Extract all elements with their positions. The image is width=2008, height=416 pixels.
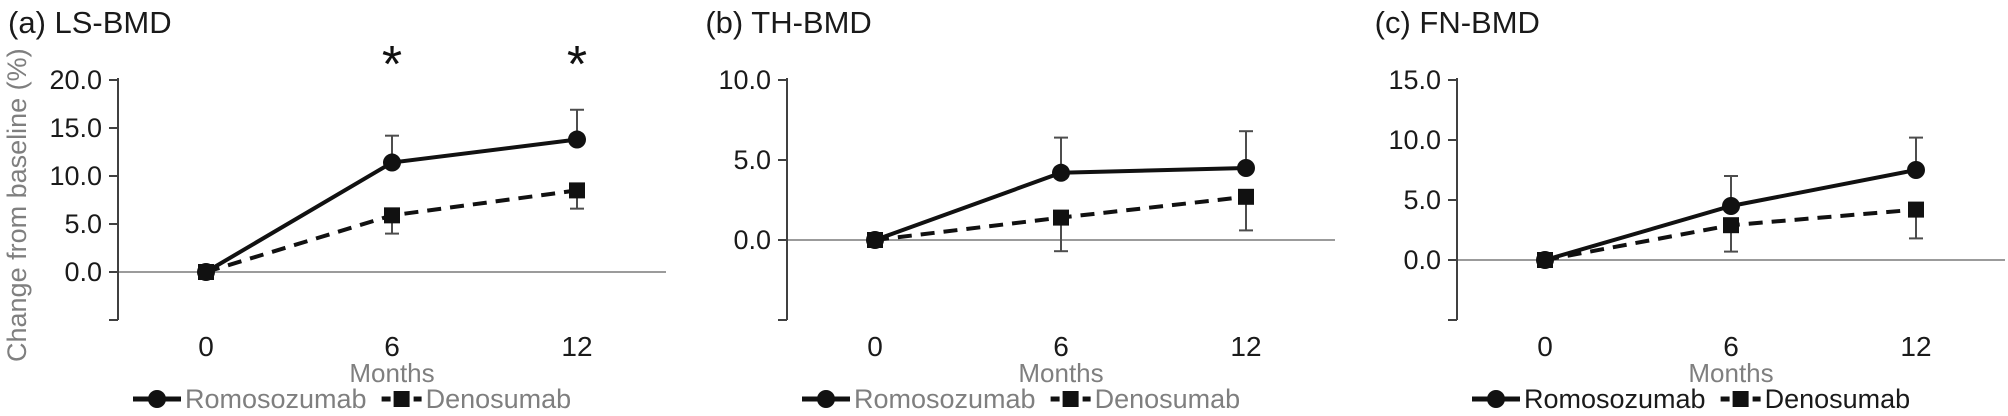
legend-label: Romosozumab [185, 384, 367, 414]
y-tick-label: 5.0 [734, 145, 772, 175]
x-tick-label: 12 [561, 331, 592, 362]
y-tick-label: 5.0 [1403, 185, 1441, 215]
legend-marker-circle [817, 390, 836, 408]
legend-marker-circle [148, 390, 166, 408]
y-tick-label: 10.0 [719, 65, 772, 95]
legend-marker-circle [1486, 390, 1505, 408]
y-tick-label: 15.0 [49, 113, 102, 143]
x-tick-label: 0 [198, 331, 214, 362]
legend-label: Romosozumab [854, 384, 1036, 414]
y-tick-label: 0.0 [734, 225, 772, 255]
x-axis-title: Months [1688, 358, 1773, 388]
marker-circle-romosozumab [1237, 159, 1256, 177]
x-tick-label: 6 [1054, 331, 1070, 362]
legend-label: Denosumab [426, 384, 572, 414]
x-tick-label: 12 [1900, 331, 1931, 362]
x-tick-label: 6 [1723, 331, 1739, 362]
marker-square-denosumab [867, 232, 884, 248]
legend-item-denosumab: Denosumab [381, 384, 572, 414]
y-tick-label: 20.0 [49, 65, 102, 95]
panel-th-bmd: (b) TH-BMD 0.0 5.0 10.0 0 6 12 Months Romosozum… [669, 0, 1338, 416]
x-tick-label: 0 [868, 331, 884, 362]
legend: Romosozumab Denosumab [802, 384, 1241, 414]
marker-square-denosumab [384, 207, 400, 224]
panel-title-c: (c) FN-BMD [1374, 5, 1540, 40]
y-tick-label: 15.0 [1388, 65, 1441, 95]
marker-circle-romosozumab [1906, 161, 1925, 179]
panel-fn-bmd: (c) FN-BMD 0.0 5.0 10.0 15.0 0 6 12 Months Romos… [1339, 0, 2008, 416]
legend-label: Denosumab [1764, 384, 1910, 414]
y-tick-label: 5.0 [64, 209, 102, 239]
significance-asterisk: * [382, 36, 402, 94]
legend-label: Denosumab [1095, 384, 1241, 414]
x-tick-label: 0 [1537, 331, 1553, 362]
legend-marker-square [1062, 391, 1079, 407]
legend-item-romosozumab: Romosozumab [1471, 384, 1706, 414]
panel-title-b: (b) TH-BMD [705, 5, 872, 40]
marker-square-denosumab [1053, 209, 1070, 226]
panel-title-a: (a) LS-BMD [8, 5, 172, 40]
marker-square-denosumab [1238, 188, 1255, 205]
chart-ls-bmd: 0.0 5.0 10.0 15.0 20.0 0 6 12 Months * * Romosozuma… [49, 36, 666, 414]
legend-marker-square [393, 391, 410, 407]
legend-item-denosumab: Denosumab [1050, 384, 1241, 414]
x-tick-label: 12 [1231, 331, 1262, 362]
legend-item-denosumab: Denosumab [1720, 384, 1910, 414]
legend-label: Romosozumab [1524, 384, 1706, 414]
marker-square-denosumab [569, 182, 585, 199]
y-tick-label: 10.0 [49, 161, 102, 191]
marker-circle-romosozumab [1721, 197, 1740, 215]
significance-asterisk: * [567, 36, 587, 94]
legend-item-romosozumab: Romosozumab [133, 384, 367, 414]
marker-circle-romosozumab [568, 130, 586, 149]
panel-ls-bmd: (a) LS-BMD Change from baseline (%) 0.0 5… [0, 0, 669, 416]
marker-circle-romosozumab [1052, 163, 1071, 182]
marker-square-denosumab [1536, 252, 1553, 268]
y-tick-label: 0.0 [64, 257, 102, 287]
y-tick-label: 10.0 [1388, 125, 1441, 155]
legend-item-romosozumab: Romosozumab [802, 384, 1036, 414]
legend-marker-square [1732, 391, 1749, 407]
y-tick-label: 0.0 [1403, 245, 1441, 275]
x-axis-title: Months [349, 358, 434, 388]
marker-square-denosumab [198, 264, 214, 280]
marker-square-denosumab [1722, 217, 1739, 234]
marker-circle-romosozumab [383, 153, 401, 172]
legend: Romosozumab Denosumab [1471, 384, 1910, 414]
x-axis-title: Months [1019, 358, 1104, 388]
legend: Romosozumab Denosumab [133, 384, 571, 414]
marker-square-denosumab [1907, 201, 1924, 218]
x-tick-label: 6 [384, 331, 400, 362]
